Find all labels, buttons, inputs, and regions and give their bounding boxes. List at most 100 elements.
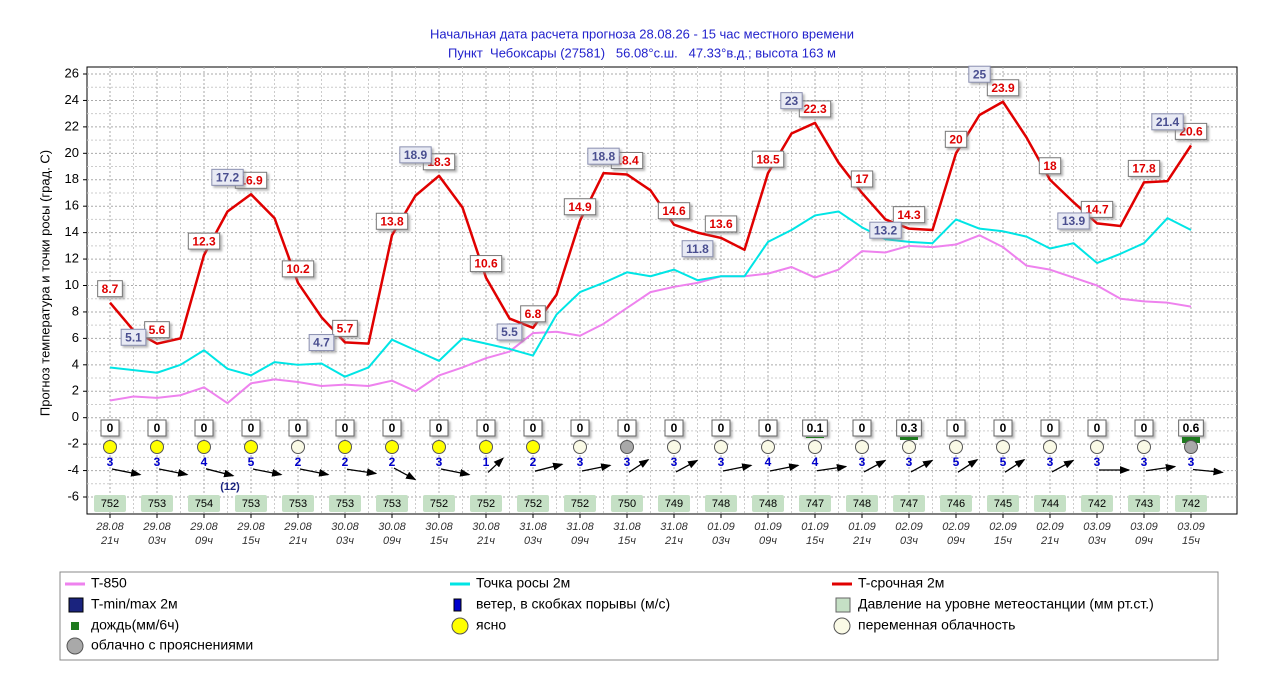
wind-speed: 2 bbox=[530, 455, 537, 469]
x-tick-label: 15ч bbox=[242, 535, 260, 547]
minmax-label: 18.8 bbox=[587, 147, 620, 165]
temp-label-text: 8.7 bbox=[102, 282, 119, 296]
x-tick-label: 21ч bbox=[852, 535, 871, 547]
legend-swatch bbox=[451, 617, 469, 635]
precip-label-text: 0 bbox=[671, 421, 678, 435]
wind-speed: 3 bbox=[107, 455, 114, 469]
pressure-label: 754 bbox=[195, 498, 213, 510]
sky-icon bbox=[432, 440, 446, 454]
temp-label-box bbox=[657, 202, 691, 220]
precip-label-text: 0 bbox=[201, 421, 208, 435]
precip-label-text: 0 bbox=[483, 421, 490, 435]
precip-label: 0 bbox=[993, 419, 1013, 437]
temp-label: 6.8 bbox=[520, 305, 546, 323]
wind-speed: 2 bbox=[389, 455, 396, 469]
precip-label-text: 0 bbox=[765, 421, 772, 435]
x-tick-label: 28.08 bbox=[95, 521, 124, 533]
minmax-label-box bbox=[780, 92, 803, 110]
precip-label-text: 0 bbox=[1000, 421, 1007, 435]
minmax-label-text: 21.4 bbox=[1156, 115, 1180, 129]
wind-arrow bbox=[816, 463, 848, 472]
pressure-box bbox=[1034, 495, 1066, 512]
temp-label-box bbox=[520, 305, 546, 323]
x-tick-label: 09ч bbox=[759, 535, 777, 547]
precip-label: 0 bbox=[570, 419, 590, 437]
temp-label-text: 6.8 bbox=[525, 307, 542, 321]
precip-label-box bbox=[1087, 419, 1107, 437]
x-tick-label: 15ч bbox=[618, 535, 636, 547]
pressure-label: 752 bbox=[101, 498, 119, 510]
precip-label-text: 0 bbox=[859, 421, 866, 435]
minmax-label-text: 5.1 bbox=[125, 330, 142, 344]
minmax-label: 23 bbox=[780, 92, 803, 110]
pressure-box bbox=[329, 495, 361, 512]
minmax-label: 4.7 bbox=[308, 334, 335, 352]
wind-speed: 4 bbox=[765, 455, 772, 469]
series-line bbox=[109, 234, 1192, 405]
precip-label-text: 0 bbox=[1094, 421, 1101, 435]
minmax-label: 11.8 bbox=[681, 240, 714, 258]
sky-icon bbox=[526, 440, 540, 454]
y-tick-label: -2 bbox=[67, 436, 79, 451]
minmax-label-text: 18.8 bbox=[592, 149, 616, 163]
wind-speed: 2 bbox=[342, 455, 349, 469]
pressure-label: 743 bbox=[1135, 498, 1153, 510]
sky-icon bbox=[996, 440, 1010, 454]
y-tick-label: 12 bbox=[65, 251, 79, 266]
precip-label-text: 0 bbox=[718, 421, 725, 435]
wind-arrow bbox=[863, 459, 887, 473]
minmax-label-box bbox=[869, 221, 902, 239]
wind-speed: 3 bbox=[1094, 455, 1101, 469]
x-tick-label: 03.09 bbox=[1130, 521, 1158, 533]
minmax-label-box bbox=[308, 334, 335, 352]
wind-arrow bbox=[534, 462, 564, 472]
wind-speed: 3 bbox=[1188, 455, 1195, 469]
temp-label-box bbox=[1127, 159, 1161, 177]
wind-arrow bbox=[675, 459, 699, 473]
precip-label: 0 bbox=[100, 419, 120, 437]
wind-arrow bbox=[628, 458, 650, 473]
sky-icon bbox=[1090, 440, 1104, 454]
temp-label-text: 14.3 bbox=[897, 208, 921, 222]
minmax-label-box bbox=[1151, 113, 1184, 131]
legend-swatch bbox=[71, 622, 79, 630]
sky-icon bbox=[197, 440, 211, 454]
minmax-label-text: 5.5 bbox=[501, 325, 518, 339]
precip-label-text: 0 bbox=[154, 421, 161, 435]
x-tick-label: 01.09 bbox=[754, 521, 782, 533]
wind-speed: 3 bbox=[1141, 455, 1148, 469]
wind-arrow bbox=[158, 468, 189, 477]
temp-label-text: 10.6 bbox=[474, 257, 498, 271]
pressure-label: 748 bbox=[759, 498, 777, 510]
pressure-box bbox=[1081, 495, 1113, 512]
precip-label-text: 0 bbox=[107, 421, 114, 435]
precip-label: 0 bbox=[617, 419, 637, 437]
pressure-box bbox=[987, 495, 1019, 512]
sky-icon bbox=[902, 440, 916, 454]
sky-icon bbox=[103, 440, 117, 454]
x-tick-label: 03ч bbox=[712, 535, 730, 547]
precip-label: 0 bbox=[1087, 419, 1107, 437]
y-tick-label: 26 bbox=[65, 65, 79, 80]
pressure-label: 753 bbox=[242, 498, 260, 510]
temp-label-box bbox=[986, 79, 1020, 97]
precip-label: 0 bbox=[758, 419, 778, 437]
minmax-label-box bbox=[1057, 212, 1090, 230]
x-tick-label: 02.09 bbox=[942, 521, 970, 533]
precip-label-text: 0 bbox=[248, 421, 255, 435]
x-tick-label: 15ч bbox=[994, 535, 1012, 547]
precip-label-text: 0 bbox=[530, 421, 537, 435]
precip-label-text: 0 bbox=[1141, 421, 1148, 435]
y-tick-label: 0 bbox=[72, 409, 79, 424]
wind-arrow bbox=[1051, 459, 1075, 473]
temp-label: 23.9 bbox=[986, 79, 1020, 97]
x-tick-label: 09ч bbox=[571, 535, 589, 547]
wind-speed: 5 bbox=[1000, 455, 1007, 469]
temp-label-text: 14.7 bbox=[1085, 203, 1109, 217]
legend-swatch bbox=[835, 597, 851, 613]
wind-arrow bbox=[1004, 458, 1026, 473]
x-tick-label: 30.08 bbox=[472, 521, 500, 533]
gust-value: 12 bbox=[224, 481, 236, 493]
wind-arrow bbox=[910, 459, 934, 473]
x-tick-label: 01.09 bbox=[707, 521, 735, 533]
